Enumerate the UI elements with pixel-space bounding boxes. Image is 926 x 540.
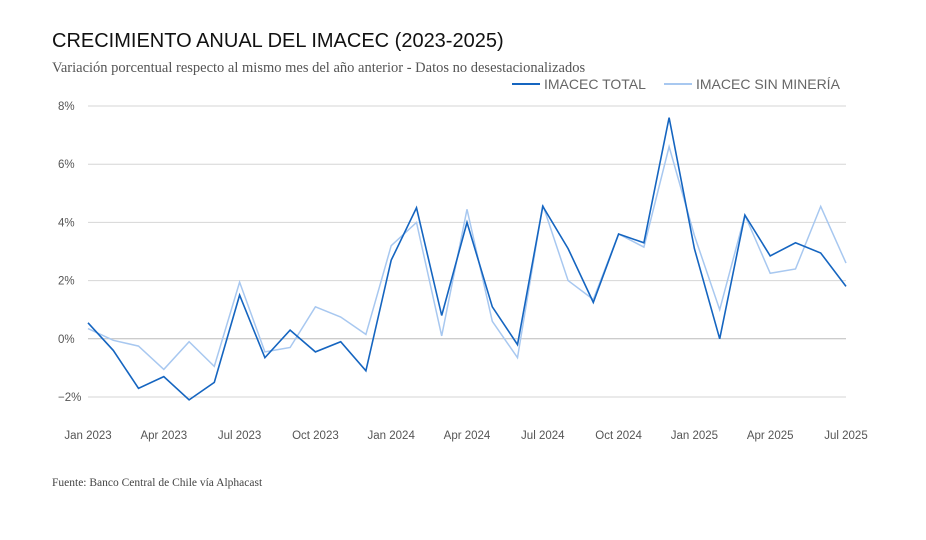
- chart-subtitle: Variación porcentual respecto al mismo m…: [52, 60, 586, 76]
- series-line-imacec-sin-mineria: [87, 143, 847, 371]
- legend-label-imacec-sin-mineria: IMACEC SIN MINERÍA: [696, 76, 841, 92]
- y-tick-label: 8%: [58, 101, 75, 113]
- y-tick-label: 2%: [58, 276, 75, 288]
- x-tick-label: Apr 2025: [747, 430, 794, 442]
- y-tick-label: 0%: [58, 334, 75, 346]
- y-tick-label: 4%: [58, 217, 75, 229]
- x-tick-label: Jul 2024: [521, 430, 565, 442]
- legend: IMACEC TOTAL IMACEC SIN MINERÍA: [512, 76, 841, 92]
- x-axis-ticks: Jan 2023 Apr 2023 Jul 2023 Oct 2023 Jan 2024…: [64, 430, 867, 442]
- y-tick-label: −2%: [58, 392, 81, 404]
- x-tick-label: Jan 2024: [368, 430, 416, 442]
- x-tick-label: Oct 2023: [292, 430, 339, 442]
- x-tick-label: Oct 2024: [595, 430, 642, 442]
- series-group: [87, 117, 847, 401]
- series-line-imacec-total: [87, 117, 847, 401]
- x-tick-label: Apr 2023: [140, 430, 187, 442]
- y-axis-ticks: −2% 0% 2% 4% 6% 8%: [58, 101, 81, 404]
- legend-label-imacec-total: IMACEC TOTAL: [544, 76, 646, 92]
- x-tick-label: Apr 2024: [444, 430, 491, 442]
- x-tick-label: Jan 2023: [64, 430, 111, 442]
- y-tick-label: 6%: [58, 159, 75, 171]
- x-tick-label: Jul 2023: [218, 430, 261, 442]
- source-note: Fuente: Banco Central de Chile vía Alpha…: [52, 477, 263, 489]
- x-tick-label: Jan 2025: [671, 430, 718, 442]
- x-tick-label: Jul 2025: [824, 430, 867, 442]
- chart-title: CRECIMIENTO ANUAL DEL IMACEC (2023-2025): [52, 30, 504, 52]
